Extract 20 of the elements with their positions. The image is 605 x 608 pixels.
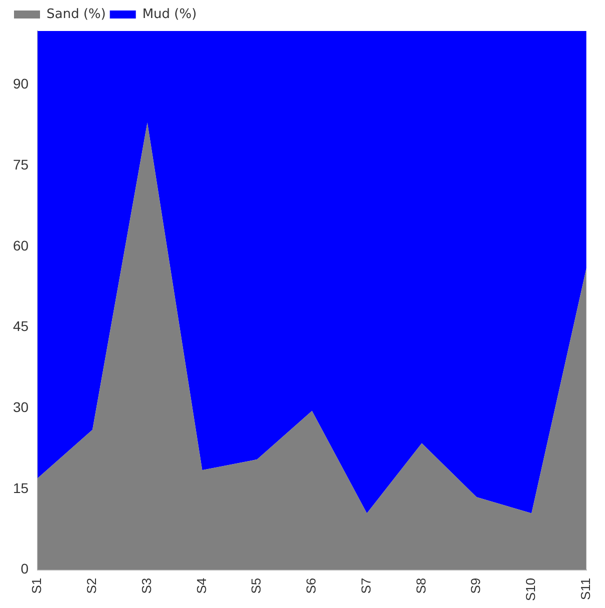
x-tick-label: S4 [194,578,209,594]
x-tick-label: S1 [29,578,44,594]
x-tick-label: S11 [578,578,593,600]
x-tick-label: S8 [413,578,428,594]
y-tick-label: 45 [12,318,29,334]
x-tick-label: S9 [468,578,484,594]
legend-label: Mud (%) [142,6,197,22]
x-tick-label: S2 [84,578,100,594]
legend-label: Sand (%) [46,6,106,22]
y-tick-label: 15 [12,480,29,496]
x-tick-label: S10 [523,578,538,602]
x-tick-label: S5 [248,578,264,594]
x-tick-label: S6 [304,578,319,594]
y-tick-label: 0 [20,560,29,577]
x-tick-label: S3 [138,578,154,594]
x-tick-label: S7 [358,578,374,594]
y-tick-label: 60 [12,237,29,254]
y-tick-label: 75 [12,156,29,173]
y-tick-label: 30 [12,399,29,416]
y-tick-label: 90 [12,76,29,92]
